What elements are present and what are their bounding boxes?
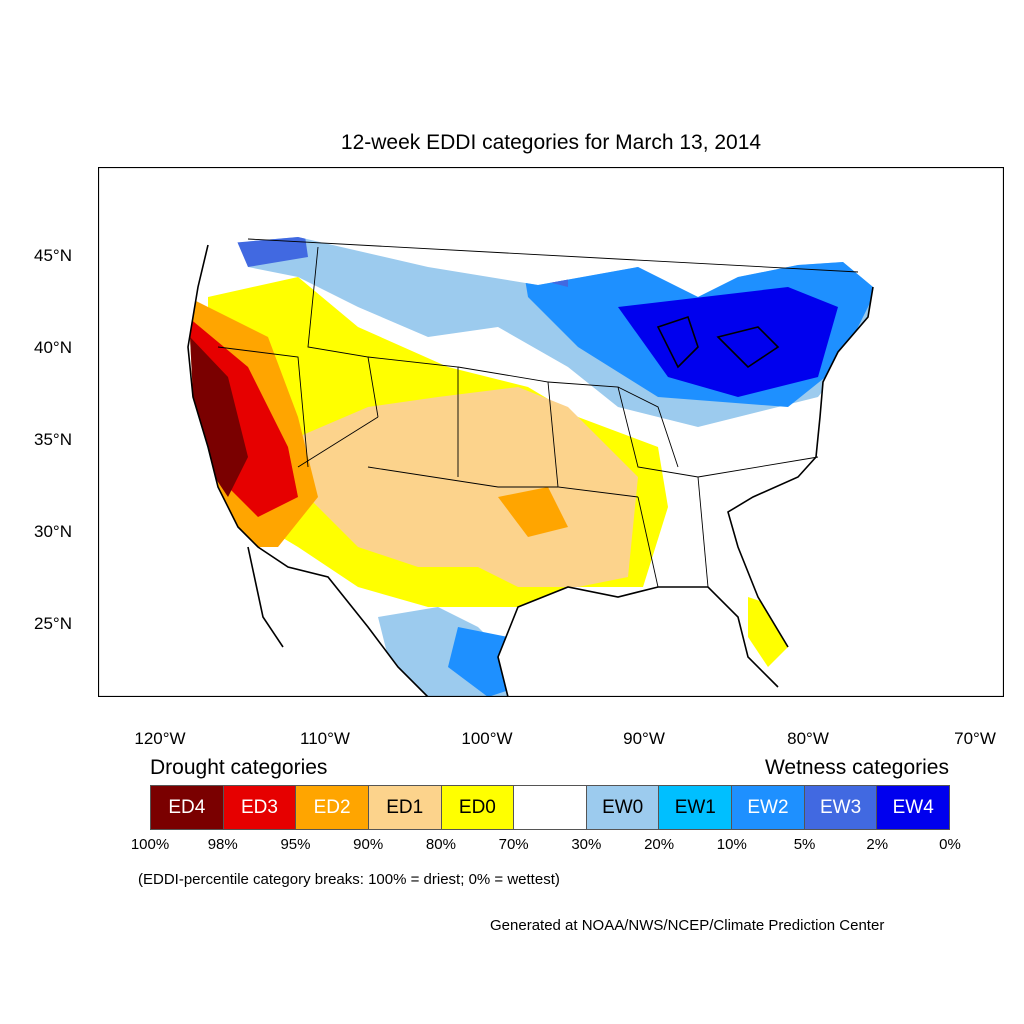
- legend-box-neutral: [514, 785, 587, 830]
- credit-line: Generated at NOAA/NWS/NCEP/Climate Predi…: [490, 917, 885, 934]
- legend-box-ew4: EW4: [877, 785, 951, 830]
- lat-label-40: 40°N: [34, 338, 72, 357]
- lat-label-35: 35°N: [34, 430, 72, 449]
- legend-box-ed0: ED0: [441, 785, 515, 830]
- legend-box-ew2: EW2: [732, 785, 805, 830]
- legend-box-ew0: EW0: [586, 785, 660, 830]
- coastlines: [187, 244, 874, 697]
- lon-label-70: 70°W: [954, 729, 996, 748]
- legend-box-ew1: EW1: [659, 785, 733, 830]
- legend-box-ed4: ED4: [150, 785, 224, 830]
- percent-label: 95%: [280, 836, 311, 853]
- lon-label-110: 110°W: [300, 729, 350, 748]
- lon-label-100: 100°W: [461, 729, 513, 748]
- state-borders: [217, 238, 859, 588]
- percent-label: 0%: [939, 836, 961, 853]
- category-legend: ED4 ED3 ED2 ED1 ED0 EW0 EW1 EW2 EW3 EW4: [150, 785, 951, 830]
- percent-label: 70%: [498, 836, 529, 853]
- legend-box-ew3: EW3: [804, 785, 878, 830]
- percent-label: 2%: [866, 836, 889, 853]
- lat-label-30: 30°N: [34, 522, 72, 541]
- percent-label: 10%: [716, 836, 747, 853]
- percent-label: 98%: [207, 836, 238, 853]
- wetness-heading: Wetness categories: [764, 756, 949, 779]
- legend-box-ed2: ED2: [296, 785, 369, 830]
- drought-heading: Drought categories: [150, 756, 328, 779]
- category-note: (EDDI-percentile category breaks: 100% =…: [138, 871, 560, 888]
- lon-label-80: 80°W: [787, 729, 829, 748]
- lon-label-120: 120°W: [134, 729, 186, 748]
- percent-label: 30%: [571, 836, 602, 853]
- percent-label: 100%: [130, 836, 170, 853]
- percent-label: 90%: [353, 836, 384, 853]
- legend-box-ed3: ED3: [223, 785, 297, 830]
- legend-box-ed1: ED1: [368, 785, 442, 830]
- percent-label: 5%: [793, 836, 816, 853]
- map-title: 12-week EDDI categories for March 13, 20…: [340, 131, 762, 154]
- eddi-map: [98, 167, 1004, 697]
- lat-label-45: 45°N: [34, 246, 72, 265]
- percent-label: 20%: [644, 836, 675, 853]
- lat-label-25: 25°N: [34, 614, 72, 633]
- eddi-field: [188, 237, 873, 697]
- lon-label-90: 90°W: [623, 729, 665, 748]
- percent-label: 80%: [425, 836, 456, 853]
